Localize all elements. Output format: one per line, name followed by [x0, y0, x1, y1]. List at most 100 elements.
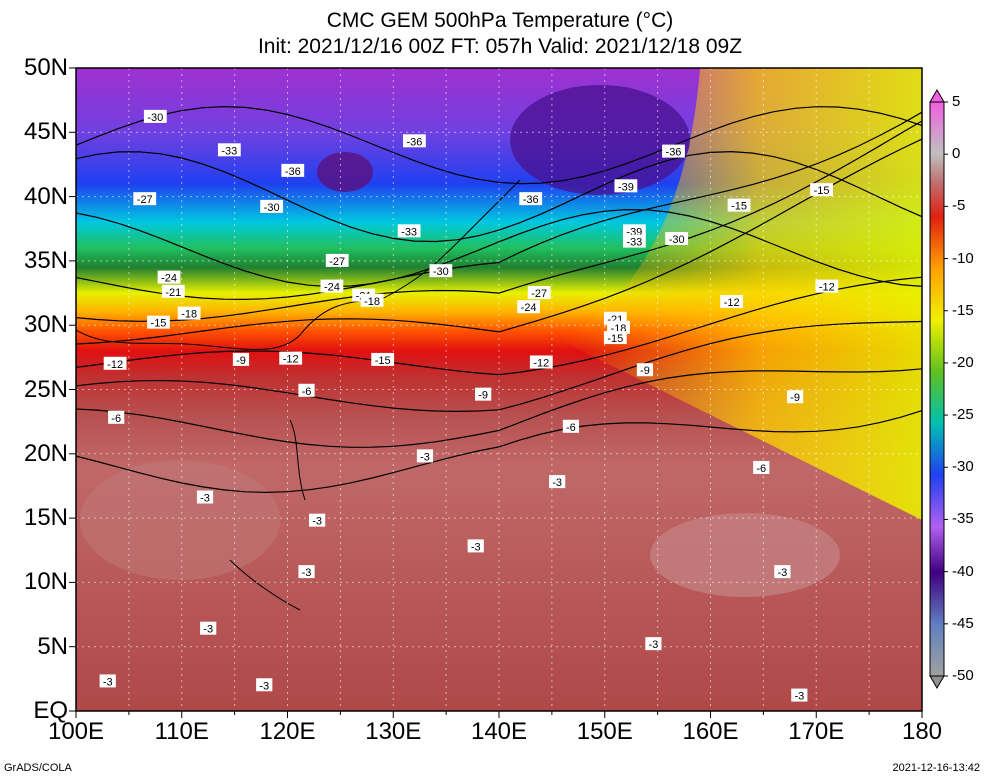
svg-text:-3: -3 [420, 451, 430, 463]
contour-label: -12 [279, 351, 303, 366]
pale-pocket-west [80, 460, 280, 580]
colorbar-tick-label: -25 [952, 406, 974, 424]
contour-label: -3 [416, 449, 434, 463]
svg-text:-36: -36 [666, 147, 682, 159]
latitude-label: 45N [23, 118, 68, 146]
contour-label: -3 [200, 621, 217, 636]
svg-text:-3: -3 [103, 676, 113, 688]
contour-label: -6 [753, 460, 770, 475]
contour-label: -15 [810, 183, 833, 197]
svg-text:-12: -12 [533, 357, 549, 369]
svg-text:-36: -36 [523, 194, 539, 206]
colorbar-bottom-arrow [929, 675, 945, 689]
contour-label: -27 [325, 253, 349, 268]
svg-text:-27: -27 [137, 194, 153, 206]
contour-label: -12 [103, 356, 127, 371]
svg-text:-30: -30 [147, 112, 163, 124]
latitude-label: EQ [33, 697, 68, 724]
isotherm-line [76, 105, 922, 185]
longitude-label: 150E [576, 718, 633, 745]
isotherm-line [76, 150, 922, 243]
svg-text:-30: -30 [669, 234, 685, 246]
svg-text:-30: -30 [433, 266, 449, 278]
longitude-label: 160E [682, 718, 739, 745]
svg-text:-18: -18 [364, 296, 380, 308]
svg-text:-9: -9 [790, 392, 800, 404]
longitude-label: 180 [901, 718, 943, 745]
svg-text:-21: -21 [165, 287, 181, 299]
svg-text:-18: -18 [181, 309, 197, 321]
svg-text:-12: -12 [724, 297, 740, 309]
latitude-label: 5N [37, 632, 68, 660]
svg-text:-15: -15 [731, 201, 747, 213]
svg-text:-9: -9 [640, 365, 650, 377]
contour-label: -3 [467, 539, 484, 553]
contour-label: -15 [147, 315, 170, 330]
cold-core-east [510, 85, 690, 195]
latitude-label: 25N [23, 375, 68, 403]
isotherm-line [76, 320, 922, 413]
cold-core-west [317, 152, 373, 192]
contour-label: -27 [527, 286, 551, 300]
isotherm-line [76, 138, 922, 345]
contour-label: -24 [157, 270, 181, 285]
latitude-label: 50N [23, 54, 68, 81]
latitude-label: 30N [23, 311, 68, 339]
contour-label: -30 [260, 199, 284, 214]
contour-label: -3 [99, 674, 116, 688]
contour-label: -18 [360, 293, 384, 308]
colorbar-tick-label: -40 [952, 562, 974, 580]
svg-text:-6: -6 [756, 463, 766, 475]
svg-text:-3: -3 [552, 477, 562, 489]
colorbar-tick-label: -10 [952, 249, 974, 267]
latitude-label: 15N [23, 504, 68, 532]
coastline-sketch [76, 179, 521, 611]
svg-text:-3: -3 [649, 639, 659, 651]
contour-label: -3 [309, 513, 326, 528]
svg-text:-12: -12 [107, 359, 123, 371]
longitude-label: 120E [259, 718, 316, 745]
longitude-label: 110E [154, 718, 209, 745]
footer-credit: GrADS/COLA [4, 762, 72, 774]
contour-label: -15 [727, 198, 751, 213]
contour-label: -3 [196, 490, 214, 505]
pale-pocket-east [650, 513, 840, 597]
contour-label: -30 [429, 264, 453, 278]
colorbar-tick-label: -15 [952, 301, 974, 319]
contour-label: -15 [371, 352, 395, 367]
svg-text:-36: -36 [406, 136, 422, 148]
svg-text:-39: -39 [618, 181, 634, 193]
contour-label: -9 [475, 387, 492, 402]
map-title: CMC GEM 500hPa Temperature (°C) [326, 9, 674, 32]
colorbar-tick-label: -50 [952, 667, 974, 684]
svg-text:-9: -9 [236, 355, 246, 367]
svg-text:-24: -24 [521, 302, 537, 314]
svg-text:-3: -3 [778, 567, 788, 579]
contour-label: -18 [177, 306, 201, 321]
colorbar-tick-label: -45 [952, 614, 974, 632]
svg-text:-6: -6 [566, 422, 576, 434]
isotherm-line [76, 111, 922, 301]
svg-text:-3: -3 [302, 567, 312, 579]
longitude-label: 130E [365, 718, 422, 745]
contour-label: -3 [774, 565, 791, 579]
contour-label: -21 [161, 284, 185, 299]
contour-label: -36 [281, 163, 305, 178]
svg-text:-15: -15 [814, 185, 830, 197]
svg-text:-6: -6 [302, 386, 312, 398]
isotherm-line [76, 368, 922, 448]
contour-label: -33 [217, 143, 241, 157]
colorbar-top-arrow [929, 89, 945, 103]
contour-labels: -30-33-36-36-36-39-36-27-30-33 -39-33 -30-… [99, 109, 839, 703]
contour-label: -6 [108, 410, 125, 425]
svg-text:-30: -30 [264, 202, 280, 214]
colorbar-tick-label: 5 [952, 93, 961, 110]
contour-label: -27 [133, 192, 157, 206]
isotherm-line [76, 120, 922, 322]
contour-label: -33 [397, 224, 421, 238]
contour-label: -36 [662, 144, 685, 159]
contour-label: -3 [645, 637, 662, 651]
isotherm-line [76, 276, 922, 376]
svg-text:-12: -12 [283, 354, 299, 366]
